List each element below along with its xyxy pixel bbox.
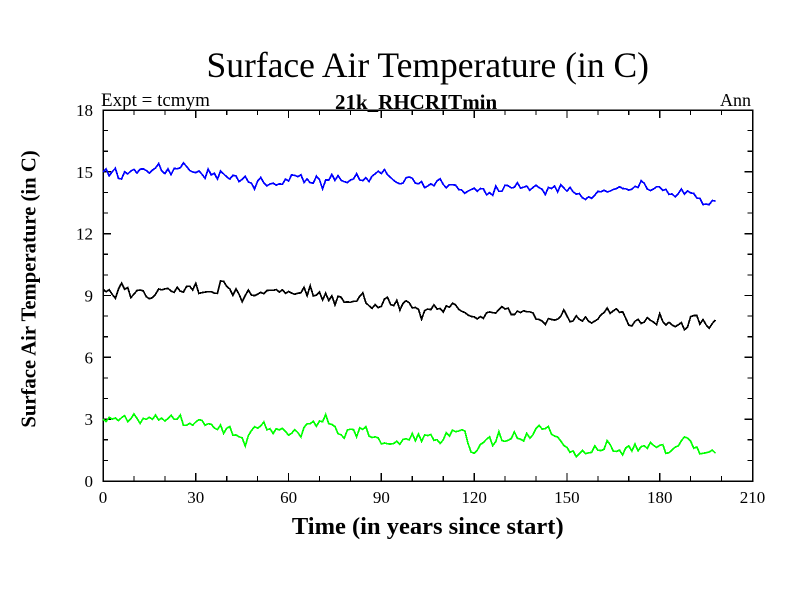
svg-text:120: 120 <box>461 488 487 507</box>
svg-text:150: 150 <box>554 488 580 507</box>
svg-text:3: 3 <box>85 410 94 429</box>
svg-text:12: 12 <box>76 225 93 244</box>
svg-text:0: 0 <box>85 472 94 491</box>
svg-text:90: 90 <box>373 488 390 507</box>
svg-text:30: 30 <box>187 488 204 507</box>
svg-text:15: 15 <box>76 163 93 182</box>
svg-text:180: 180 <box>647 488 673 507</box>
svg-text:60: 60 <box>280 488 297 507</box>
svg-text:18: 18 <box>76 101 93 120</box>
svg-text:0: 0 <box>99 488 108 507</box>
svg-text:9: 9 <box>85 287 94 306</box>
svg-text:6: 6 <box>85 348 94 367</box>
svg-text:210: 210 <box>740 488 766 507</box>
